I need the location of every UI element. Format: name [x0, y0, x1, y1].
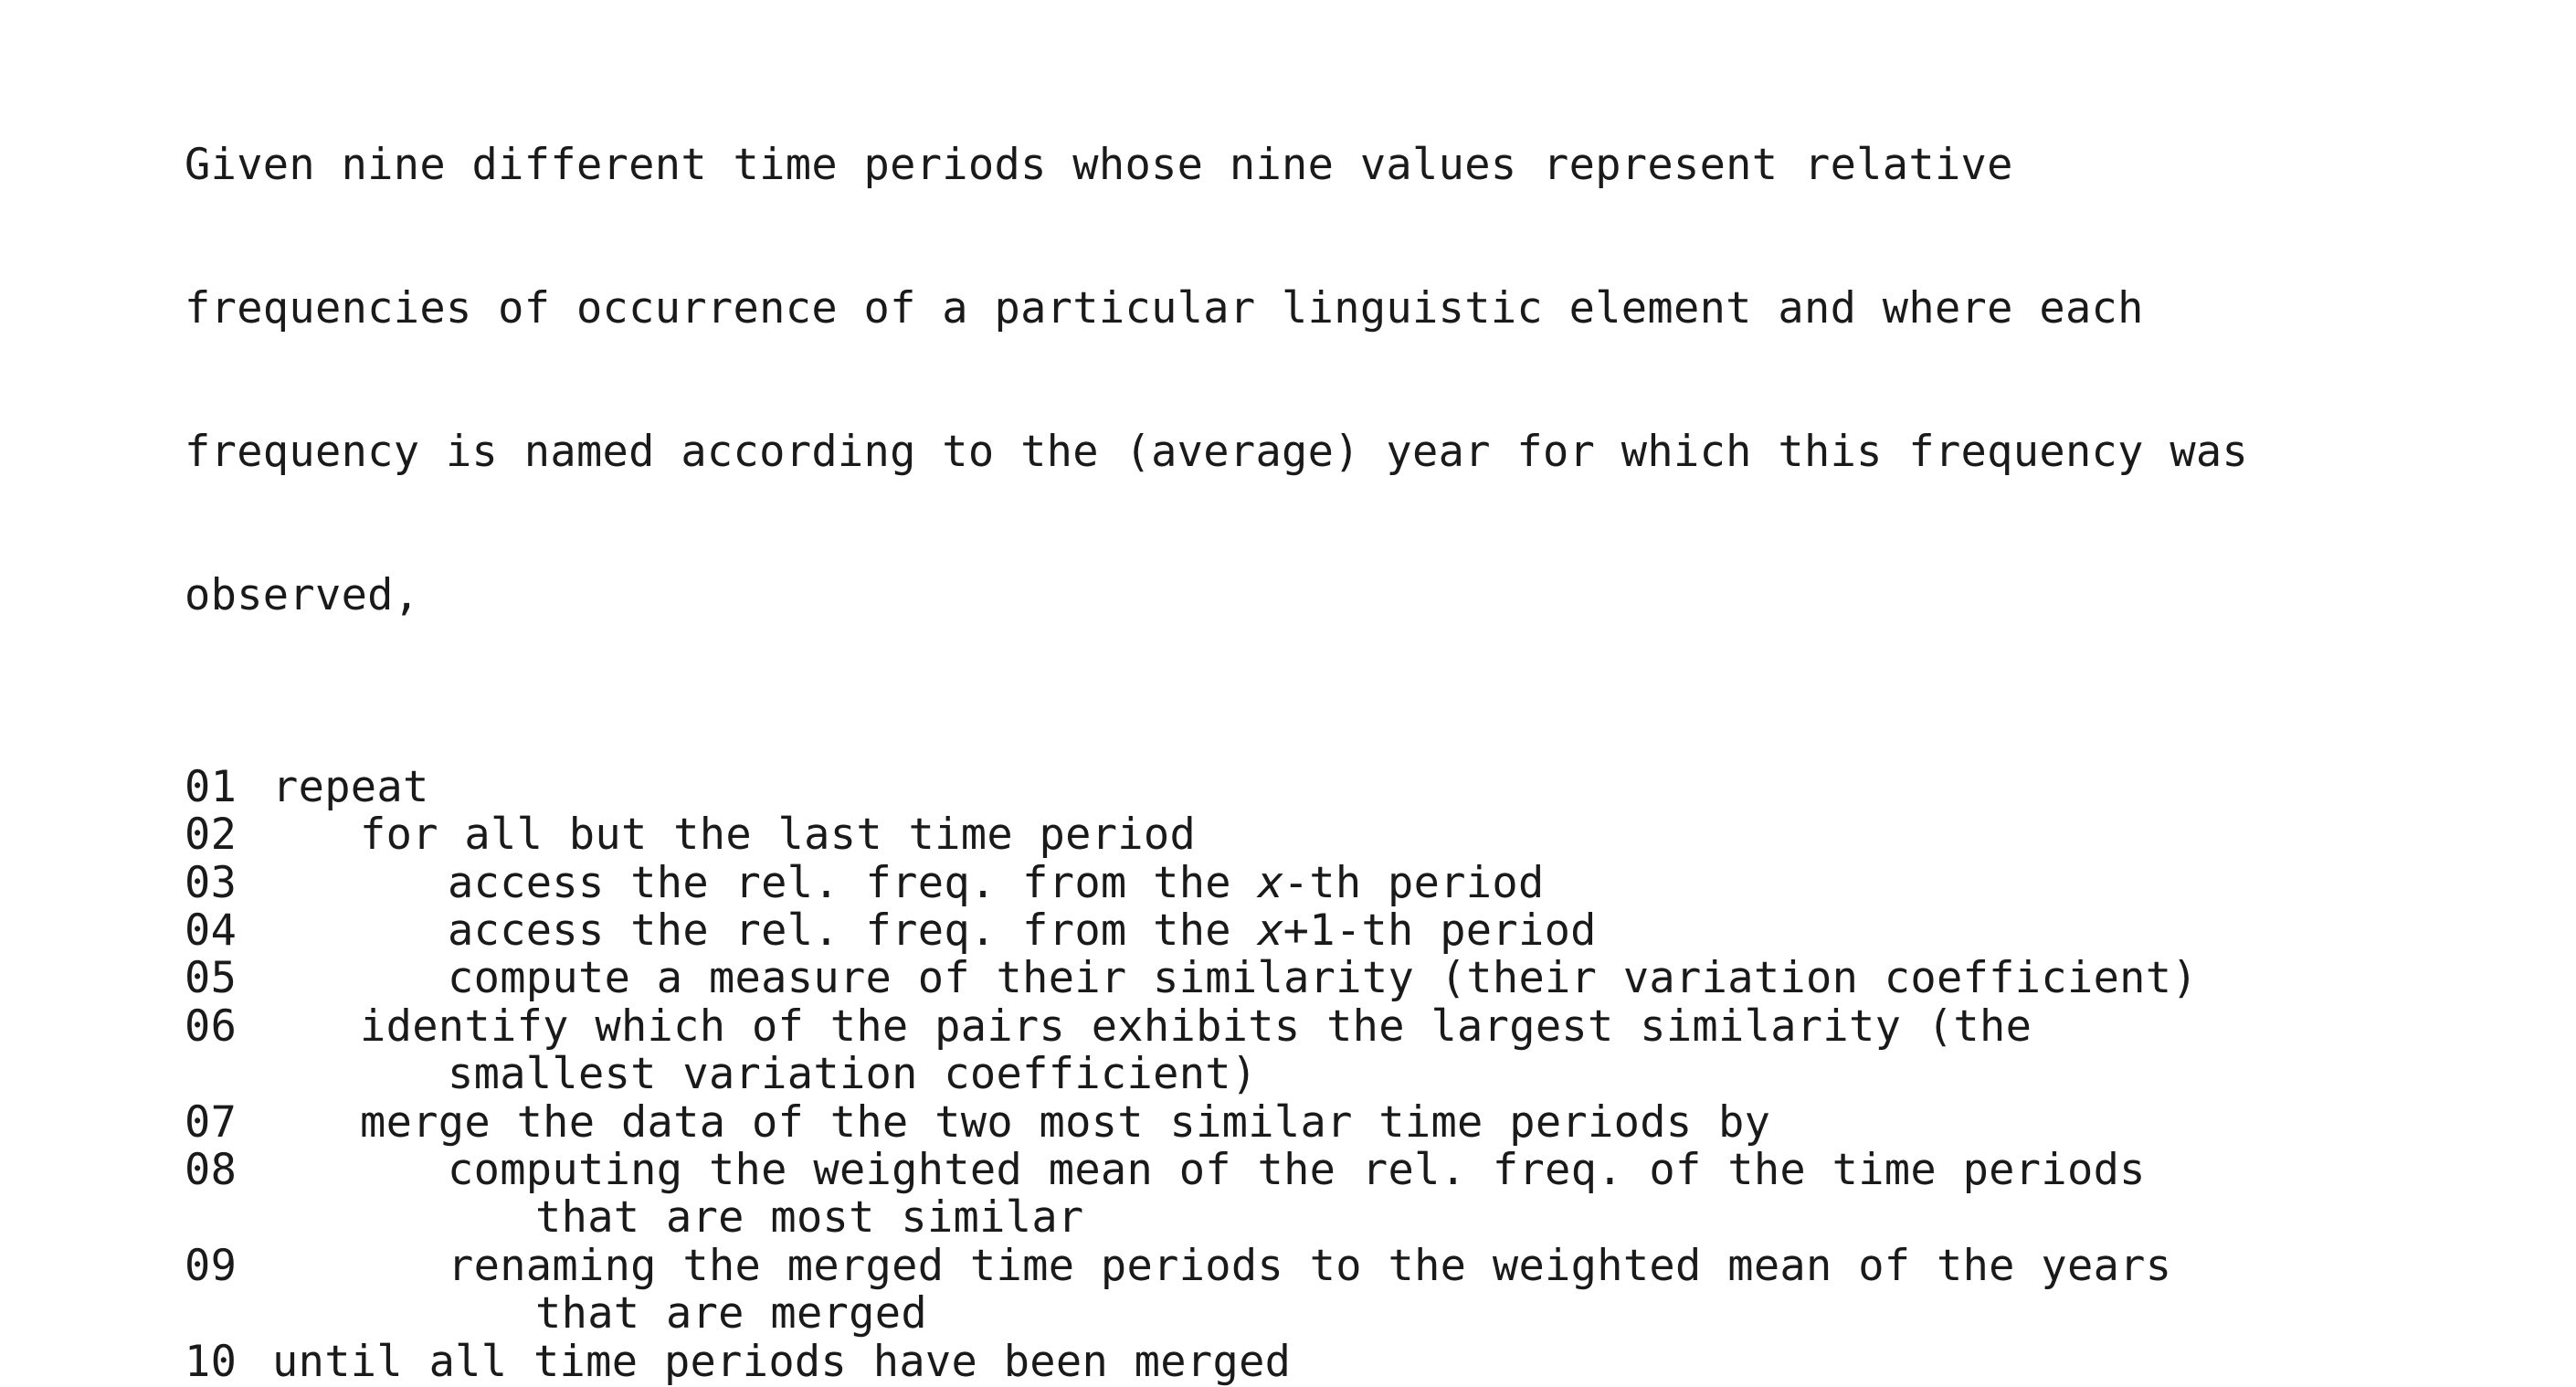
line-number: 07	[185, 1096, 238, 1148]
step-06-continuation: 00 smallest variation coefficient)	[185, 1049, 2523, 1100]
line-number: 03	[185, 857, 238, 908]
step-text: that are merged	[535, 1288, 927, 1339]
step-text: that are most similar	[535, 1192, 1084, 1244]
step-text-pre: access the rel. freq. from the	[448, 857, 1258, 908]
step-text: until all time periods have been merged	[272, 1336, 1292, 1387]
step-text: identify which of the pairs exhibits the…	[360, 1001, 2032, 1052]
step-08: 08 computing the weighted mean of the re…	[185, 1144, 2523, 1195]
intro-line: frequencies of occurrence of a particula…	[185, 283, 2144, 334]
algorithm-listing: 01 repeat 02 for all but the last time p…	[185, 761, 2523, 1387]
step-09-continuation: 00 that are merged	[185, 1288, 2523, 1339]
step-07: 07 merge the data of the two most simila…	[185, 1096, 2523, 1148]
variable-x: x	[1257, 857, 1283, 908]
line-number: 01	[185, 761, 238, 812]
step-05: 05 compute a measure of their similarity…	[185, 953, 2523, 1004]
step-text: access the rel. freq. from the x-th peri…	[272, 857, 1545, 908]
pseudocode-figure: Given nine different time periods whose …	[185, 46, 2523, 1386]
line-number: 09	[185, 1240, 238, 1291]
step-08-continuation: 00 that are most similar	[185, 1192, 2523, 1244]
step-03: 03 access the rel. freq. from the x-th p…	[185, 857, 2523, 908]
step-10: 10 until all time periods have been merg…	[185, 1336, 2523, 1387]
step-text: compute a measure of their similarity (t…	[448, 953, 2198, 1004]
step-01: 01 repeat	[185, 761, 2523, 812]
step-text: renaming the merged time periods to the …	[448, 1240, 2172, 1291]
line-number: 05	[185, 953, 238, 1004]
step-text: computing the weighted mean of the rel. …	[448, 1144, 2146, 1195]
step-text: smallest variation coefficient)	[448, 1049, 1258, 1100]
intro-paragraph: Given nine different time periods whose …	[185, 46, 2523, 716]
step-text: for all but the last time period	[360, 810, 1197, 861]
line-number: 02	[185, 810, 238, 861]
line-number: 08	[185, 1144, 238, 1195]
step-text-pre: access the rel. freq. from the	[448, 905, 1258, 956]
intro-line: frequency is named according to the (ave…	[185, 427, 2249, 478]
line-number: 04	[185, 905, 238, 956]
intro-line: Given nine different time periods whose …	[185, 139, 2013, 190]
line-number: 10	[185, 1336, 238, 1387]
step-text: merge the data of the two most similar t…	[360, 1096, 1771, 1148]
intro-line: observed,	[185, 570, 420, 621]
step-text: repeat	[272, 761, 429, 812]
step-text-post: -th period	[1283, 857, 1545, 908]
line-number: 06	[185, 1001, 238, 1052]
step-06: 06 identify which of the pairs exhibits …	[185, 1001, 2523, 1052]
step-04: 04 access the rel. freq. from the x+1-th…	[185, 905, 2523, 956]
step-text: access the rel. freq. from the x+1-th pe…	[272, 905, 1597, 956]
variable-x: x	[1257, 905, 1283, 956]
step-text-post: +1-th period	[1283, 905, 1597, 956]
step-09: 09 renaming the merged time periods to t…	[185, 1240, 2523, 1291]
step-02: 02 for all but the last time period	[185, 810, 2523, 861]
